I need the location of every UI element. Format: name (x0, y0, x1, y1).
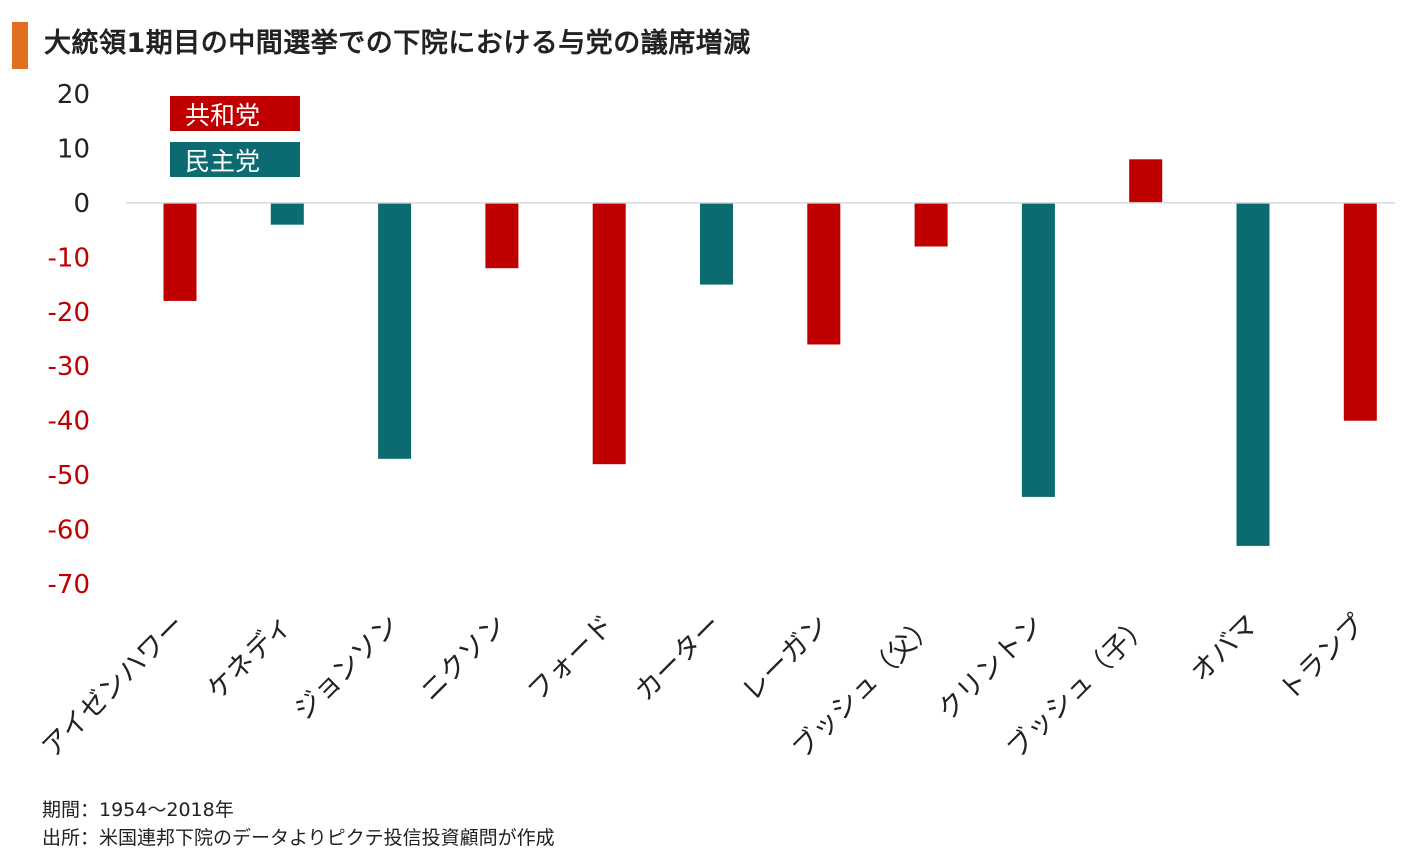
y-axis-ticks: 20 10 0 -10 -20 -30 -40 -50 -60 -70 (48, 80, 90, 600)
bar (914, 202, 948, 247)
x-tick-label: フォード (522, 609, 620, 707)
bar (270, 202, 304, 225)
bar (485, 202, 519, 269)
y-tick-label: -70 (48, 570, 90, 600)
y-tick-label: -50 (48, 461, 90, 491)
y-tick-label: -60 (48, 516, 90, 546)
legend-swatch (170, 142, 300, 177)
x-tick-label: カーター (629, 609, 727, 707)
bar (1021, 202, 1055, 497)
y-tick-label: 20 (57, 80, 90, 110)
x-tick-label: ジョンソン (288, 609, 405, 726)
x-tick-label: トランプ (1274, 609, 1372, 707)
x-tick-label: アイゼンハワー (36, 609, 191, 764)
legend-label: 共和党 (185, 101, 260, 130)
footer-source: 出所：米国連邦下院のデータよりピクテ投信投資顧問が作成 (42, 827, 555, 849)
bar (1343, 202, 1377, 421)
x-tick-label: オバマ (1185, 609, 1264, 688)
bar (700, 202, 733, 285)
x-tick-label: クリントン (932, 609, 1049, 726)
bar (1129, 159, 1163, 203)
bar (378, 202, 412, 459)
footer-period: 期間：1954～2018年 (42, 799, 234, 821)
x-tick-label: レーガン (736, 609, 834, 707)
bar (807, 202, 841, 345)
bar (1236, 202, 1270, 546)
bar (592, 202, 626, 465)
title-accent-bar (12, 22, 28, 69)
y-tick-label: 10 (57, 134, 90, 164)
y-tick-label: 0 (73, 189, 90, 219)
legend-label: 民主党 (185, 147, 260, 176)
bars (163, 159, 1377, 546)
y-tick-label: -20 (48, 298, 90, 328)
x-tick-label: ニクソン (415, 609, 513, 707)
chart-title: 大統領1期目の中間選挙での下院における与党の議席増減 (44, 28, 751, 59)
legend-swatch (170, 96, 300, 131)
y-tick-label: -10 (48, 243, 90, 273)
x-tick-label: ケネディ (201, 609, 298, 706)
y-tick-label: -40 (48, 407, 90, 437)
y-tick-label: -30 (48, 352, 90, 382)
bar (163, 202, 197, 301)
